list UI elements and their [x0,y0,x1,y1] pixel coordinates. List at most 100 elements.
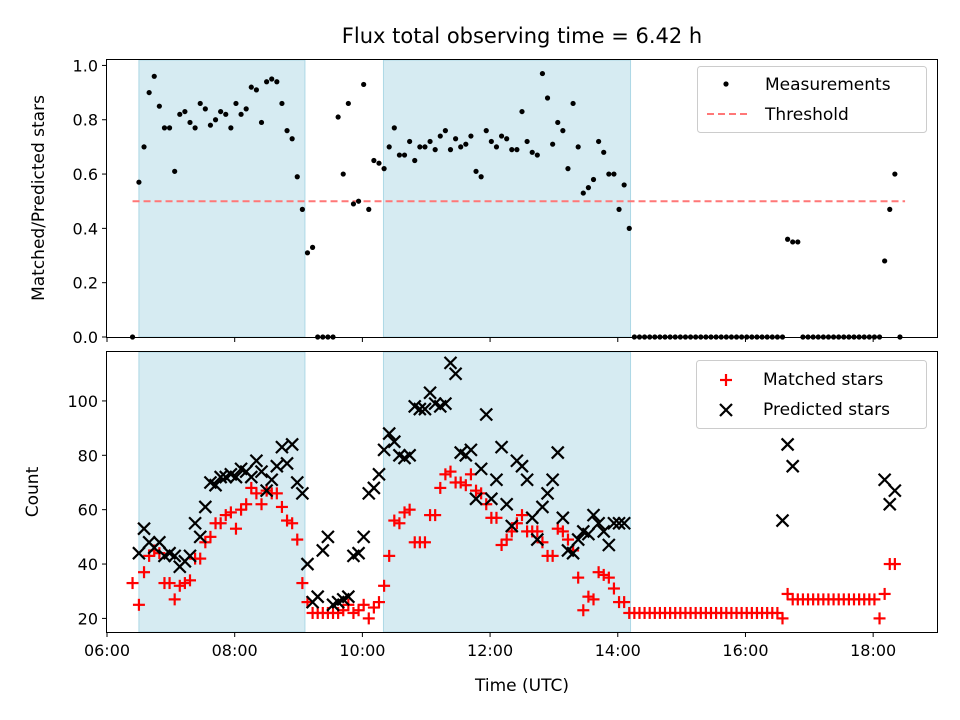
predicted-star-marker [550,445,565,460]
predicted-star-marker [596,524,611,539]
predicted-star-marker [612,516,626,531]
predicted-star-marker [877,472,892,487]
matched-star-marker [224,506,237,519]
bottom-x-tick-label: 10:00 [339,641,385,660]
measurement-point [366,206,372,212]
bottom-observing-band [382,351,632,633]
matched-star-marker [250,487,263,500]
matched-star-marker [556,525,569,538]
legend-matched-marker [720,374,732,386]
top-y-ticks: 0.0 0.2 0.4 0.6 0.8 1.0 [73,56,107,347]
top-y-tick-label: 1.0 [73,56,98,75]
measurement-point [606,171,612,177]
predicted-star-marker [535,500,550,514]
matched-star-marker [546,549,559,562]
measurement-point [534,152,540,158]
predicted-star-marker [571,532,585,547]
measurement-point [611,171,617,177]
measurement-point [269,76,275,82]
measurement-point [146,89,152,96]
measurement-point [442,128,448,134]
measurement-point [223,111,229,117]
measurement-point [493,144,500,150]
measurement-point [412,157,418,164]
predicted-star-marker [530,532,545,547]
measurement-point [243,106,249,112]
matched-star-marker [500,533,513,546]
matched-star-marker [126,577,139,590]
predicted-star-marker [321,530,335,544]
measurement-point [519,108,525,115]
measurement-point [350,201,357,207]
matched-star-marker [551,522,564,535]
predicted-star-marker [489,472,504,487]
predicted-star-marker [372,467,386,482]
bottom-observing-band [138,351,306,633]
measurement-point [156,103,162,109]
matched-star-marker [561,533,574,546]
top-y-tick-label: 0.6 [73,165,98,184]
measurement-point [355,198,362,204]
measurement-point [136,179,142,185]
predicted-star-marker [525,511,539,525]
measurement-point [427,138,433,145]
predicted-star-marker [183,549,197,563]
measurement-point [447,147,454,153]
top-legend-box [697,66,927,133]
bottom-y-tick-label: 100 [67,392,98,411]
predicted-star-marker [780,437,795,452]
matched-star-marker [352,604,365,617]
predicted-star-marker [540,486,555,501]
matched-star-marker [434,481,447,494]
matched-star-marker [240,498,253,511]
matched-star-marker [888,558,901,571]
measurement-point [887,206,893,212]
bottom-x-tick-label: 14:00 [595,641,641,660]
predicted-star-marker [132,546,146,560]
measurement-point [790,239,796,245]
bottom-y-tick-label: 20 [78,609,98,628]
matched-star-marker [214,517,227,530]
predicted-star-marker [264,472,279,487]
measurement-point [264,79,270,85]
matched-star-marker [868,593,881,606]
measurement-point [555,119,561,126]
measurement-point [391,125,397,131]
measurement-point [453,136,459,142]
predicted-star-marker [617,516,631,531]
predicted-star-marker [591,516,606,531]
bottom-x-tick-label: 12:00 [467,641,513,660]
measurement-point [345,100,351,107]
matched-star-marker [602,571,615,584]
top-y-tick-label: 0.2 [73,274,98,293]
measurement-point [151,73,157,79]
measurement-point [294,174,300,180]
measurement-point [590,176,597,183]
measurement-point [238,111,244,117]
measurement-point [233,100,239,107]
matched-star-marker [878,587,891,600]
measurement-point [218,108,224,115]
predicted-star-marker [581,527,596,541]
top-observing-band [382,59,632,338]
measurement-point [539,70,546,77]
measurement-point [565,166,571,172]
bottom-x-tick-label: 08:00 [212,641,258,660]
matched-star-marker [204,530,217,543]
measurement-point [616,206,622,212]
predicted-star-marker [382,426,396,441]
measurement-point [483,128,489,134]
measurement-point [396,152,403,158]
x-axis-label: Time (UTC) [474,676,569,696]
measurement-point [386,144,392,150]
top-y-tick-label: 0.8 [73,111,98,130]
predicted-star-marker [137,521,151,536]
measurement-point [458,144,464,150]
predicted-star-marker [464,443,478,457]
predicted-star-marker [208,478,223,492]
measurement-point [524,138,530,145]
top-x-ticks [106,337,874,342]
matched-star-marker [429,509,442,522]
predicted-star-marker [351,546,366,560]
matched-star-marker [607,582,620,595]
